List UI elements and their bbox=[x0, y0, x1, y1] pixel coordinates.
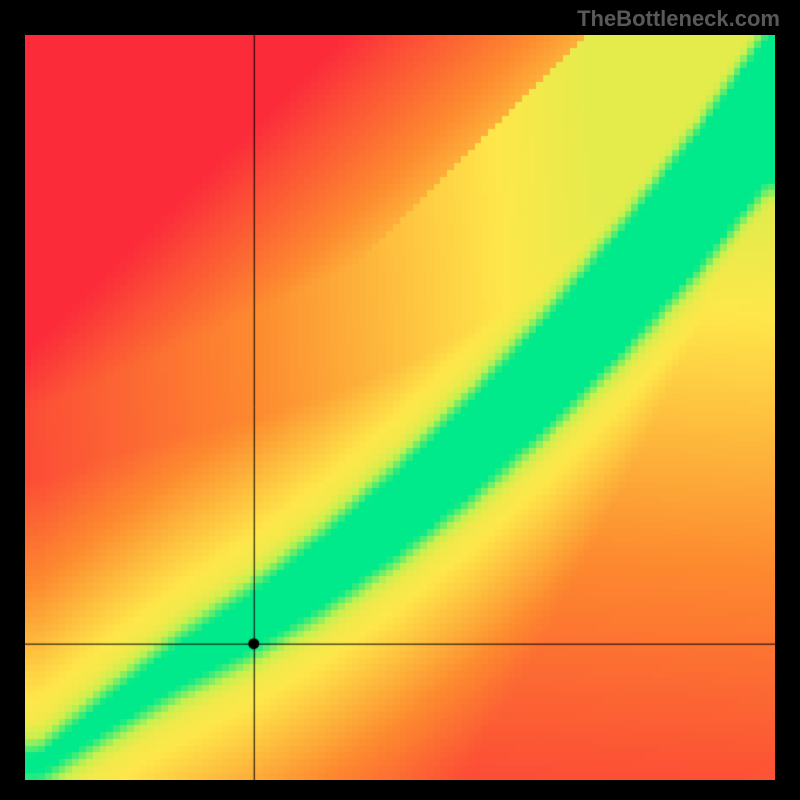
heatmap-canvas bbox=[25, 35, 775, 780]
watermark-text: TheBottleneck.com bbox=[577, 6, 780, 32]
heatmap-plot-area bbox=[25, 35, 775, 780]
